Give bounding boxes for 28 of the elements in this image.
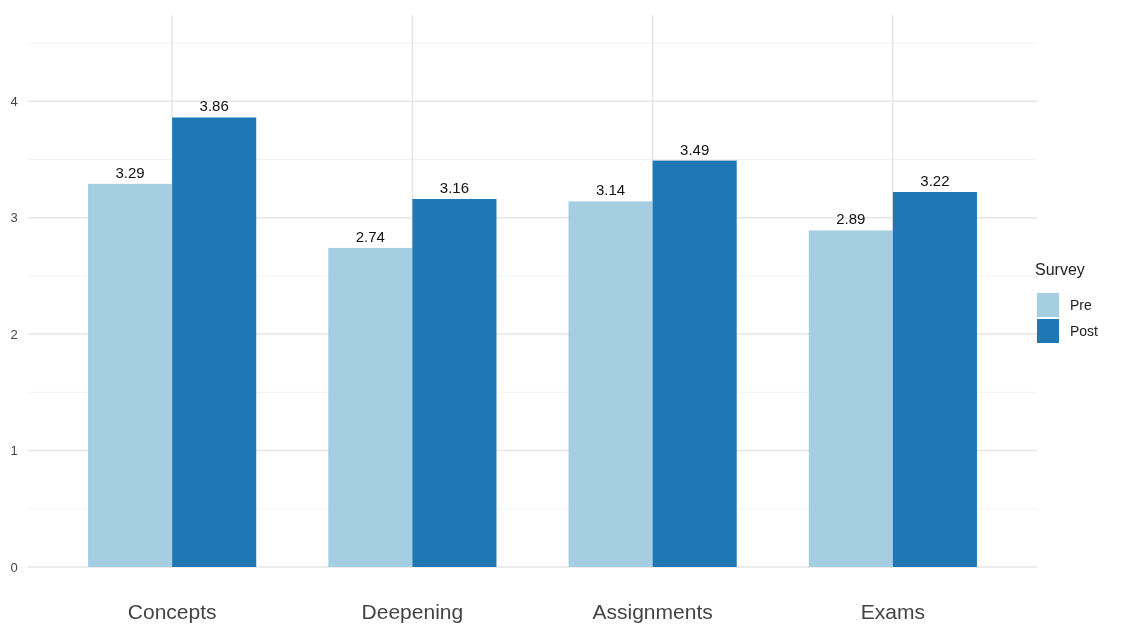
x-tick-label: Deepening <box>361 600 464 624</box>
data-label: 3.86 <box>199 97 229 115</box>
data-label: 3.22 <box>920 172 950 190</box>
bar <box>652 160 737 567</box>
data-label: 3.49 <box>680 140 710 158</box>
bar <box>88 183 173 567</box>
bar <box>568 201 653 567</box>
y-tick-label: 1 <box>10 443 18 459</box>
bar <box>172 117 257 567</box>
x-tick-label: Exams <box>860 600 925 624</box>
bar <box>892 192 977 567</box>
y-tick-label: 2 <box>10 326 18 342</box>
data-label: 3.16 <box>439 179 470 196</box>
bar <box>412 199 497 567</box>
bar <box>328 247 413 567</box>
y-tick-label: 3 <box>10 210 18 226</box>
data-label: 2.89 <box>836 210 866 228</box>
y-tick-label: 0 <box>10 559 18 575</box>
legend-title: Survey <box>1035 261 1085 278</box>
legend-label: Post <box>1070 322 1099 339</box>
legend-label: Pre <box>1070 296 1092 313</box>
data-label: 2.74 <box>355 227 385 245</box>
bar <box>808 230 893 567</box>
data-label: 3.29 <box>115 163 145 181</box>
y-tick-label: 4 <box>10 93 18 109</box>
x-tick-label: Concepts <box>127 600 217 624</box>
data-label: 3.14 <box>595 181 626 199</box>
x-tick-label: Assignments <box>592 600 713 624</box>
